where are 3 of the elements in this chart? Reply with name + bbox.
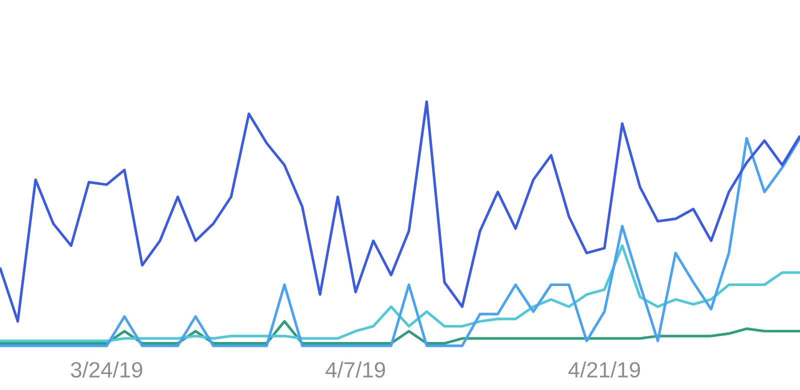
x-tick-label: 4/7/19 <box>326 362 385 378</box>
x-tick-label: 4/21/19 <box>568 362 640 378</box>
x-tick-label: 3/24/19 <box>70 362 142 378</box>
